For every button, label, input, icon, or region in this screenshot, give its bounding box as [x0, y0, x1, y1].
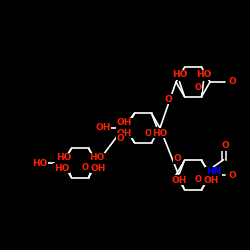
Text: O: O	[228, 78, 236, 86]
Text: O: O	[144, 128, 152, 138]
Text: OH: OH	[95, 124, 111, 132]
Text: HO: HO	[196, 70, 211, 79]
Text: O: O	[174, 154, 181, 163]
Text: O: O	[222, 141, 230, 150]
Text: O: O	[228, 170, 236, 179]
Text: O: O	[164, 94, 172, 104]
Text: HO: HO	[32, 158, 48, 168]
Text: OH: OH	[204, 176, 219, 185]
Text: HO: HO	[152, 129, 167, 138]
Text: OH: OH	[91, 164, 106, 173]
Text: O: O	[82, 164, 88, 172]
Text: OH: OH	[117, 118, 132, 127]
Text: HO: HO	[172, 70, 187, 79]
Text: OH: OH	[117, 129, 132, 138]
Text: HN: HN	[206, 167, 221, 176]
Text: OH: OH	[172, 176, 187, 185]
Text: HO: HO	[89, 153, 104, 162]
Text: O: O	[117, 134, 124, 143]
Text: HO: HO	[56, 153, 71, 162]
Text: HO: HO	[54, 164, 69, 173]
Text: O: O	[194, 82, 202, 92]
Text: O: O	[194, 176, 202, 184]
